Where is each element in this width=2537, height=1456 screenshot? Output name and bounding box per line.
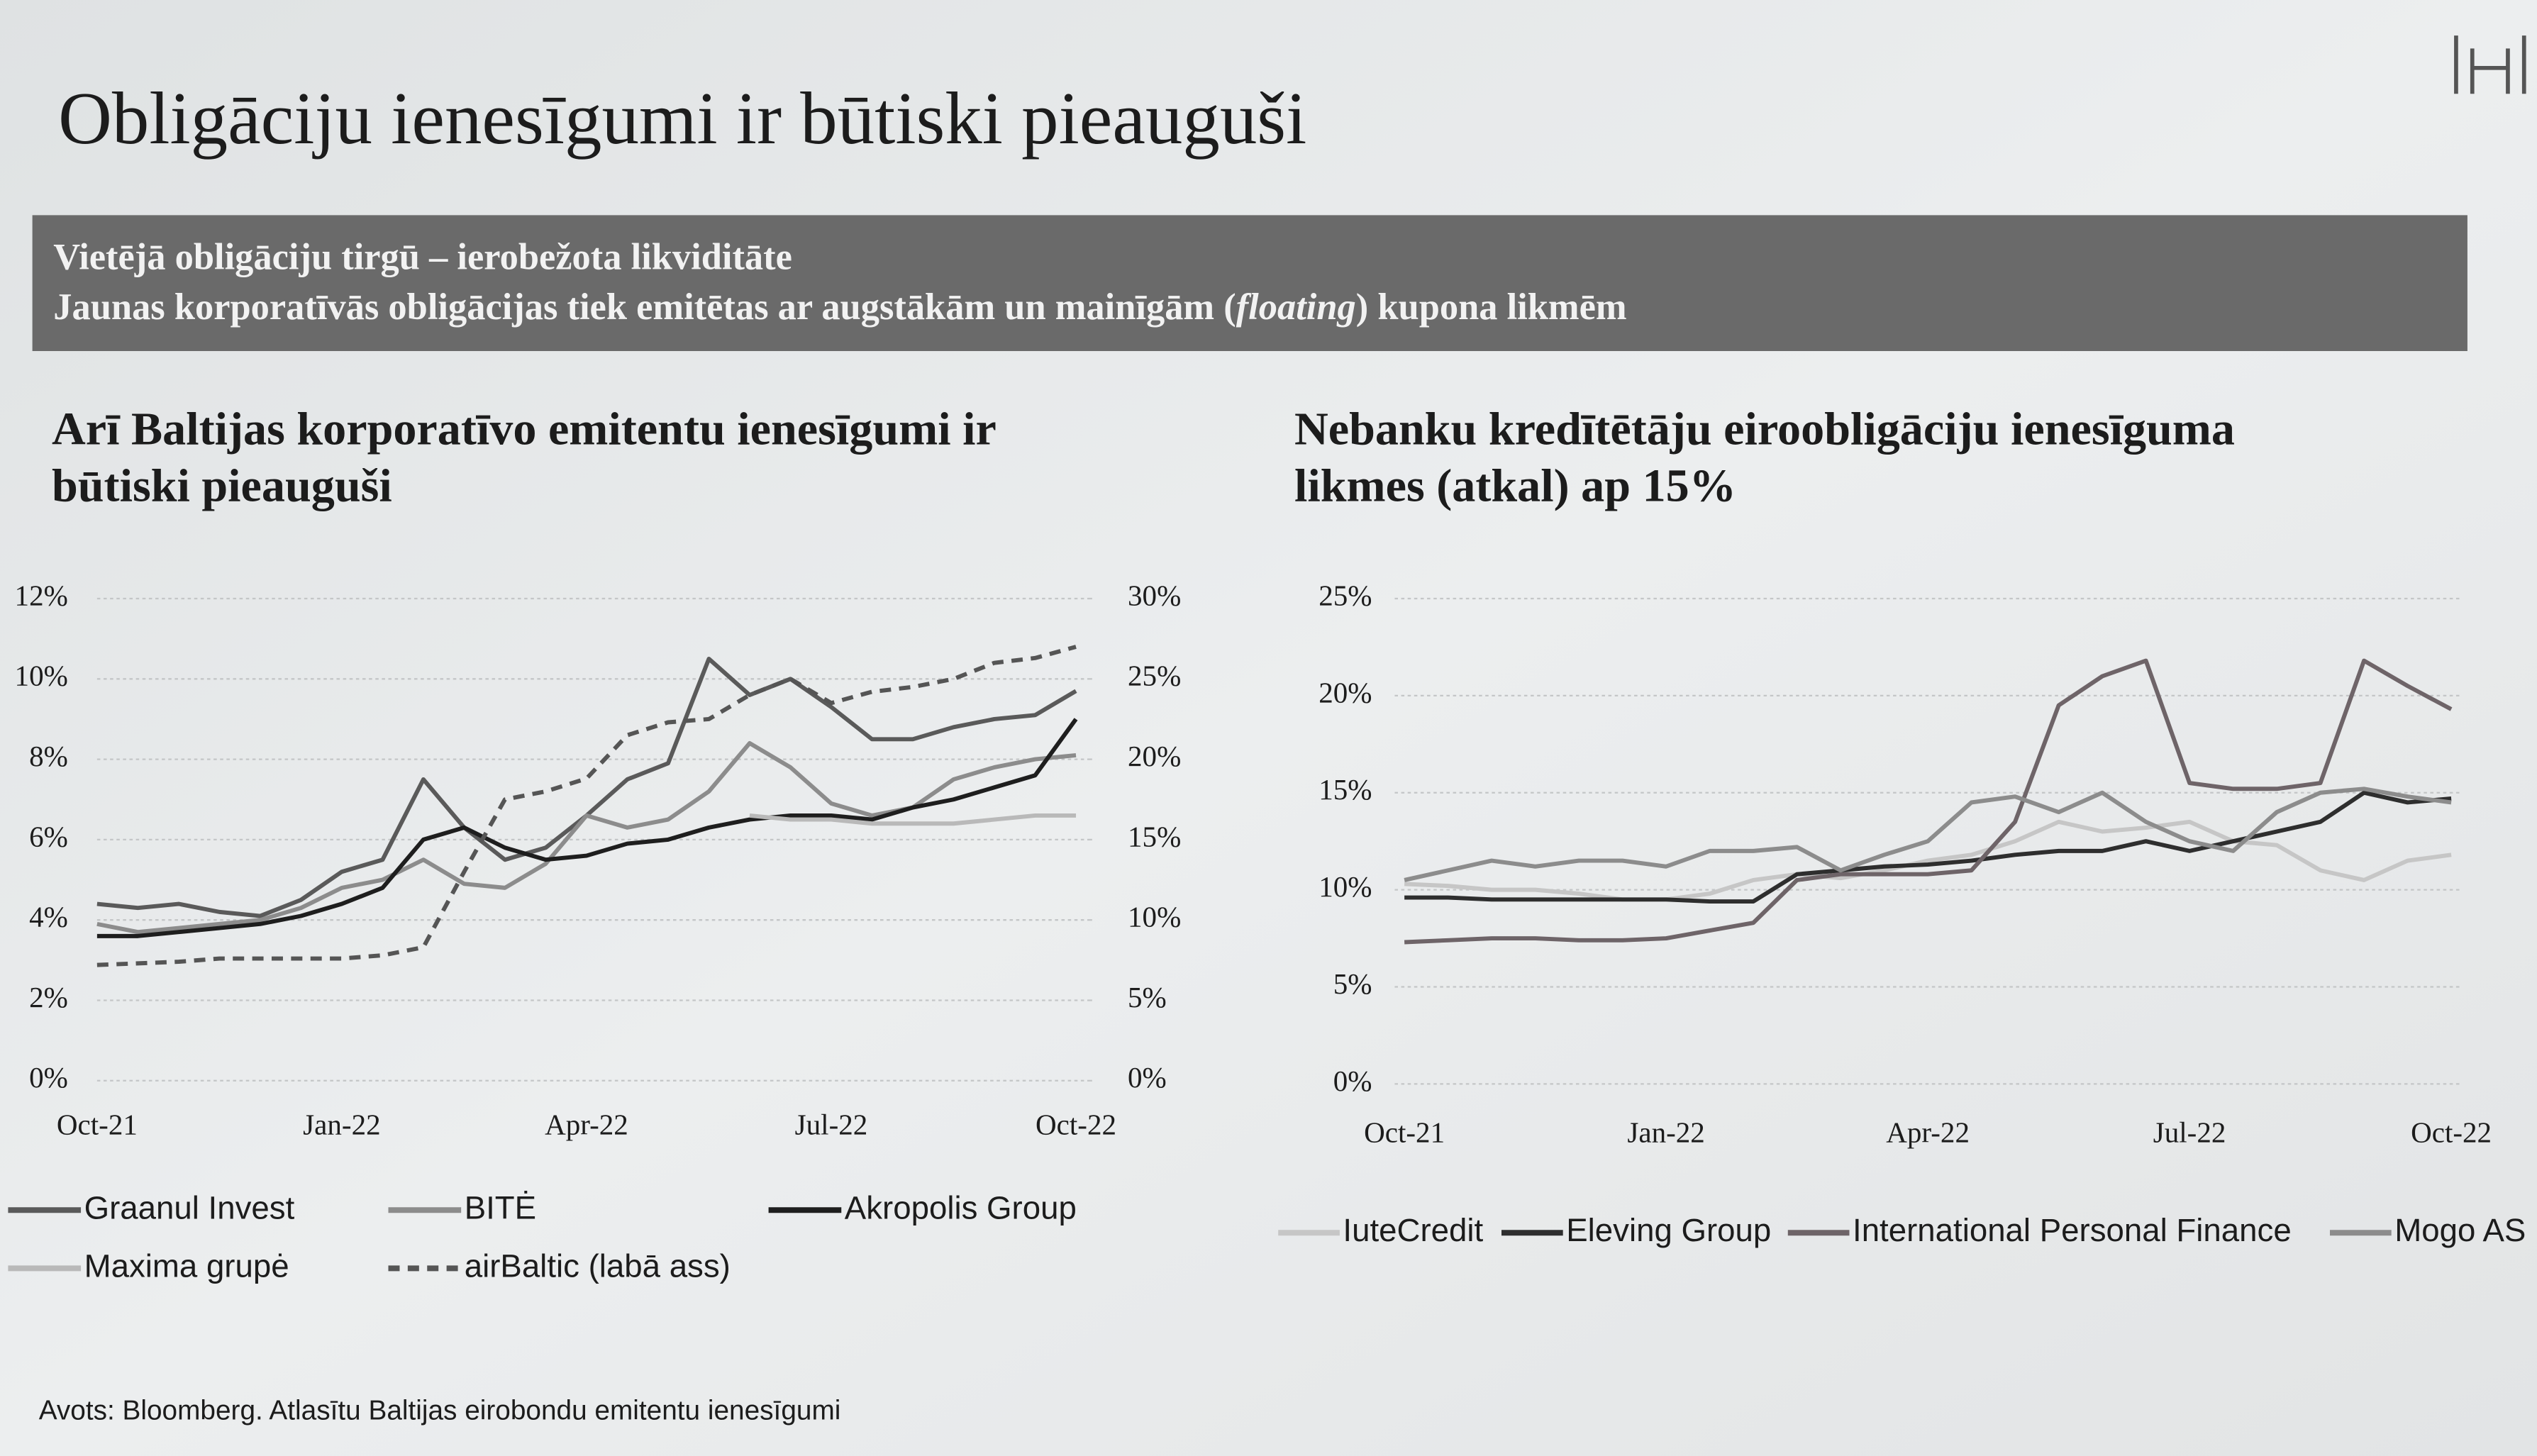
x-tick-label: Apr-22 — [1886, 1116, 1970, 1149]
y-tick-label: 10% — [1319, 870, 1372, 903]
series-line — [96, 718, 1078, 938]
x-tick-label: Oct-21 — [1364, 1116, 1445, 1149]
y2-tick-label: 10% — [1128, 901, 1181, 933]
chart-title: likmes (atkal) ap 15% — [1294, 460, 1736, 511]
banner-text: Jaunas korporatīvās obligācijas tiek emi… — [53, 287, 1236, 328]
legend-label: Eleving Group — [1566, 1212, 1771, 1248]
source-note: Avots: Bloomberg. Atlasītu Baltijas eiro… — [39, 1396, 841, 1426]
legend-label: International Personal Finance — [1853, 1212, 2292, 1248]
series-line — [1404, 787, 2452, 882]
series-line — [1404, 790, 2452, 904]
y-tick-label: 0% — [1333, 1065, 1372, 1097]
y-tick-label: 20% — [1319, 676, 1372, 708]
y-tick-label: 10% — [15, 660, 68, 692]
banner-text: ) kupona likmēm — [1356, 287, 1627, 328]
series-line — [1404, 819, 2452, 902]
banner — [32, 215, 2467, 352]
x-tick-label: Apr-22 — [545, 1108, 628, 1140]
chart-title: būtiski pieauguši — [52, 460, 392, 511]
legend-label: airBaltic (labā ass) — [465, 1247, 731, 1284]
banner-line: Vietējā obligāciju tirgū – ierobežota li… — [53, 236, 792, 277]
series-line — [96, 645, 1077, 967]
legend-label: Akropolis Group — [845, 1189, 1077, 1226]
y-tick-label: 6% — [29, 820, 68, 852]
x-tick-label: Oct-21 — [57, 1108, 138, 1140]
legend-label: BITĖ — [465, 1189, 536, 1226]
x-tick-label: Oct-22 — [1036, 1108, 1116, 1140]
y-tick-label: 15% — [1319, 773, 1372, 806]
logo — [2454, 35, 2526, 94]
legend-label: Mogo AS — [2394, 1212, 2526, 1248]
legend-label: IuteCredit — [1343, 1212, 1483, 1248]
y2-tick-label: 5% — [1128, 981, 1167, 1013]
series-line — [1404, 658, 2453, 945]
banner-emphasis: floating — [1236, 287, 1356, 328]
y2-tick-label: 0% — [1128, 1061, 1167, 1094]
y2-tick-label: 15% — [1128, 820, 1181, 852]
chart-title: Nebanku kredītētāju eiroobligāciju ienes… — [1294, 404, 2235, 455]
x-tick-label: Jul-22 — [2153, 1116, 2226, 1149]
y-tick-label: 5% — [1333, 967, 1372, 1000]
y-tick-label: 2% — [29, 981, 68, 1013]
y2-tick-label: 25% — [1128, 660, 1181, 692]
series-line — [749, 813, 1077, 826]
x-tick-label: Jul-22 — [795, 1108, 868, 1140]
y-tick-label: 12% — [15, 579, 68, 611]
y-tick-label: 25% — [1319, 579, 1372, 611]
slide-title: Obligāciju ienesīgumi ir būtiski pieaugu… — [58, 77, 1306, 160]
chart-title: Arī Baltijas korporatīvo emitentu ienesī… — [52, 404, 997, 455]
legend-label: Graanul Invest — [84, 1189, 295, 1226]
y-tick-label: 4% — [29, 901, 68, 933]
x-tick-label: Jan-22 — [1627, 1116, 1704, 1149]
y2-tick-label: 20% — [1128, 740, 1181, 772]
x-tick-label: Jan-22 — [303, 1108, 380, 1140]
x-tick-label: Oct-22 — [2411, 1116, 2492, 1149]
y-tick-label: 8% — [29, 740, 68, 772]
y2-tick-label: 30% — [1128, 579, 1181, 611]
banner-line: Jaunas korporatīvās obligācijas tiek emi… — [53, 287, 1626, 328]
y-tick-label: 0% — [29, 1061, 68, 1094]
legend-label: Maxima grupė — [84, 1247, 289, 1284]
